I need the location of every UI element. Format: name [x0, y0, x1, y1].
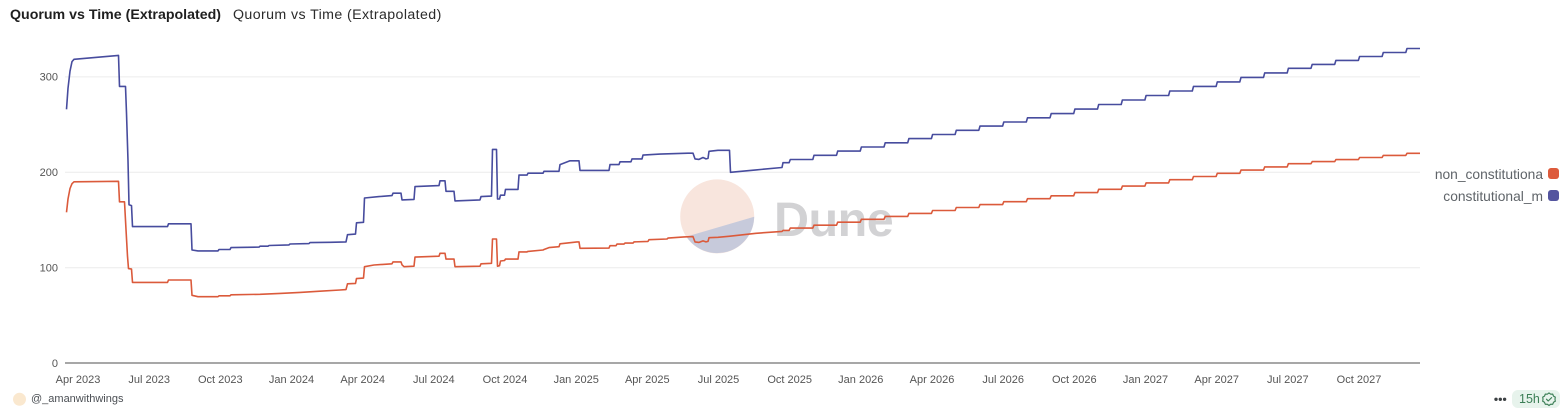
svg-text:Jan 2026: Jan 2026 — [838, 374, 883, 386]
svg-text:300: 300 — [40, 72, 58, 84]
svg-text:200: 200 — [40, 167, 58, 179]
svg-text:Oct 2024: Oct 2024 — [483, 374, 528, 386]
svg-text:Jul 2024: Jul 2024 — [413, 374, 455, 386]
svg-text:Oct 2026: Oct 2026 — [1052, 374, 1097, 386]
svg-text:Jan 2025: Jan 2025 — [554, 374, 599, 386]
svg-text:Oct 2023: Oct 2023 — [198, 374, 243, 386]
svg-text:Apr 2024: Apr 2024 — [340, 374, 385, 386]
svg-text:100: 100 — [40, 263, 58, 275]
svg-text:Apr 2027: Apr 2027 — [1194, 374, 1239, 386]
svg-text:Jan 2027: Jan 2027 — [1123, 374, 1168, 386]
svg-text:Oct 2025: Oct 2025 — [767, 374, 812, 386]
svg-text:Jul 2026: Jul 2026 — [982, 374, 1024, 386]
svg-text:0: 0 — [52, 358, 58, 370]
svg-text:Apr 2025: Apr 2025 — [625, 374, 670, 386]
svg-text:Apr 2023: Apr 2023 — [56, 374, 101, 386]
svg-text:Apr 2026: Apr 2026 — [910, 374, 955, 386]
svg-text:Jul 2023: Jul 2023 — [128, 374, 170, 386]
svg-text:Jul 2027: Jul 2027 — [1267, 374, 1309, 386]
svg-text:Jul 2025: Jul 2025 — [698, 374, 740, 386]
svg-text:Jan 2024: Jan 2024 — [269, 374, 314, 386]
svg-text:Oct 2027: Oct 2027 — [1337, 374, 1382, 386]
